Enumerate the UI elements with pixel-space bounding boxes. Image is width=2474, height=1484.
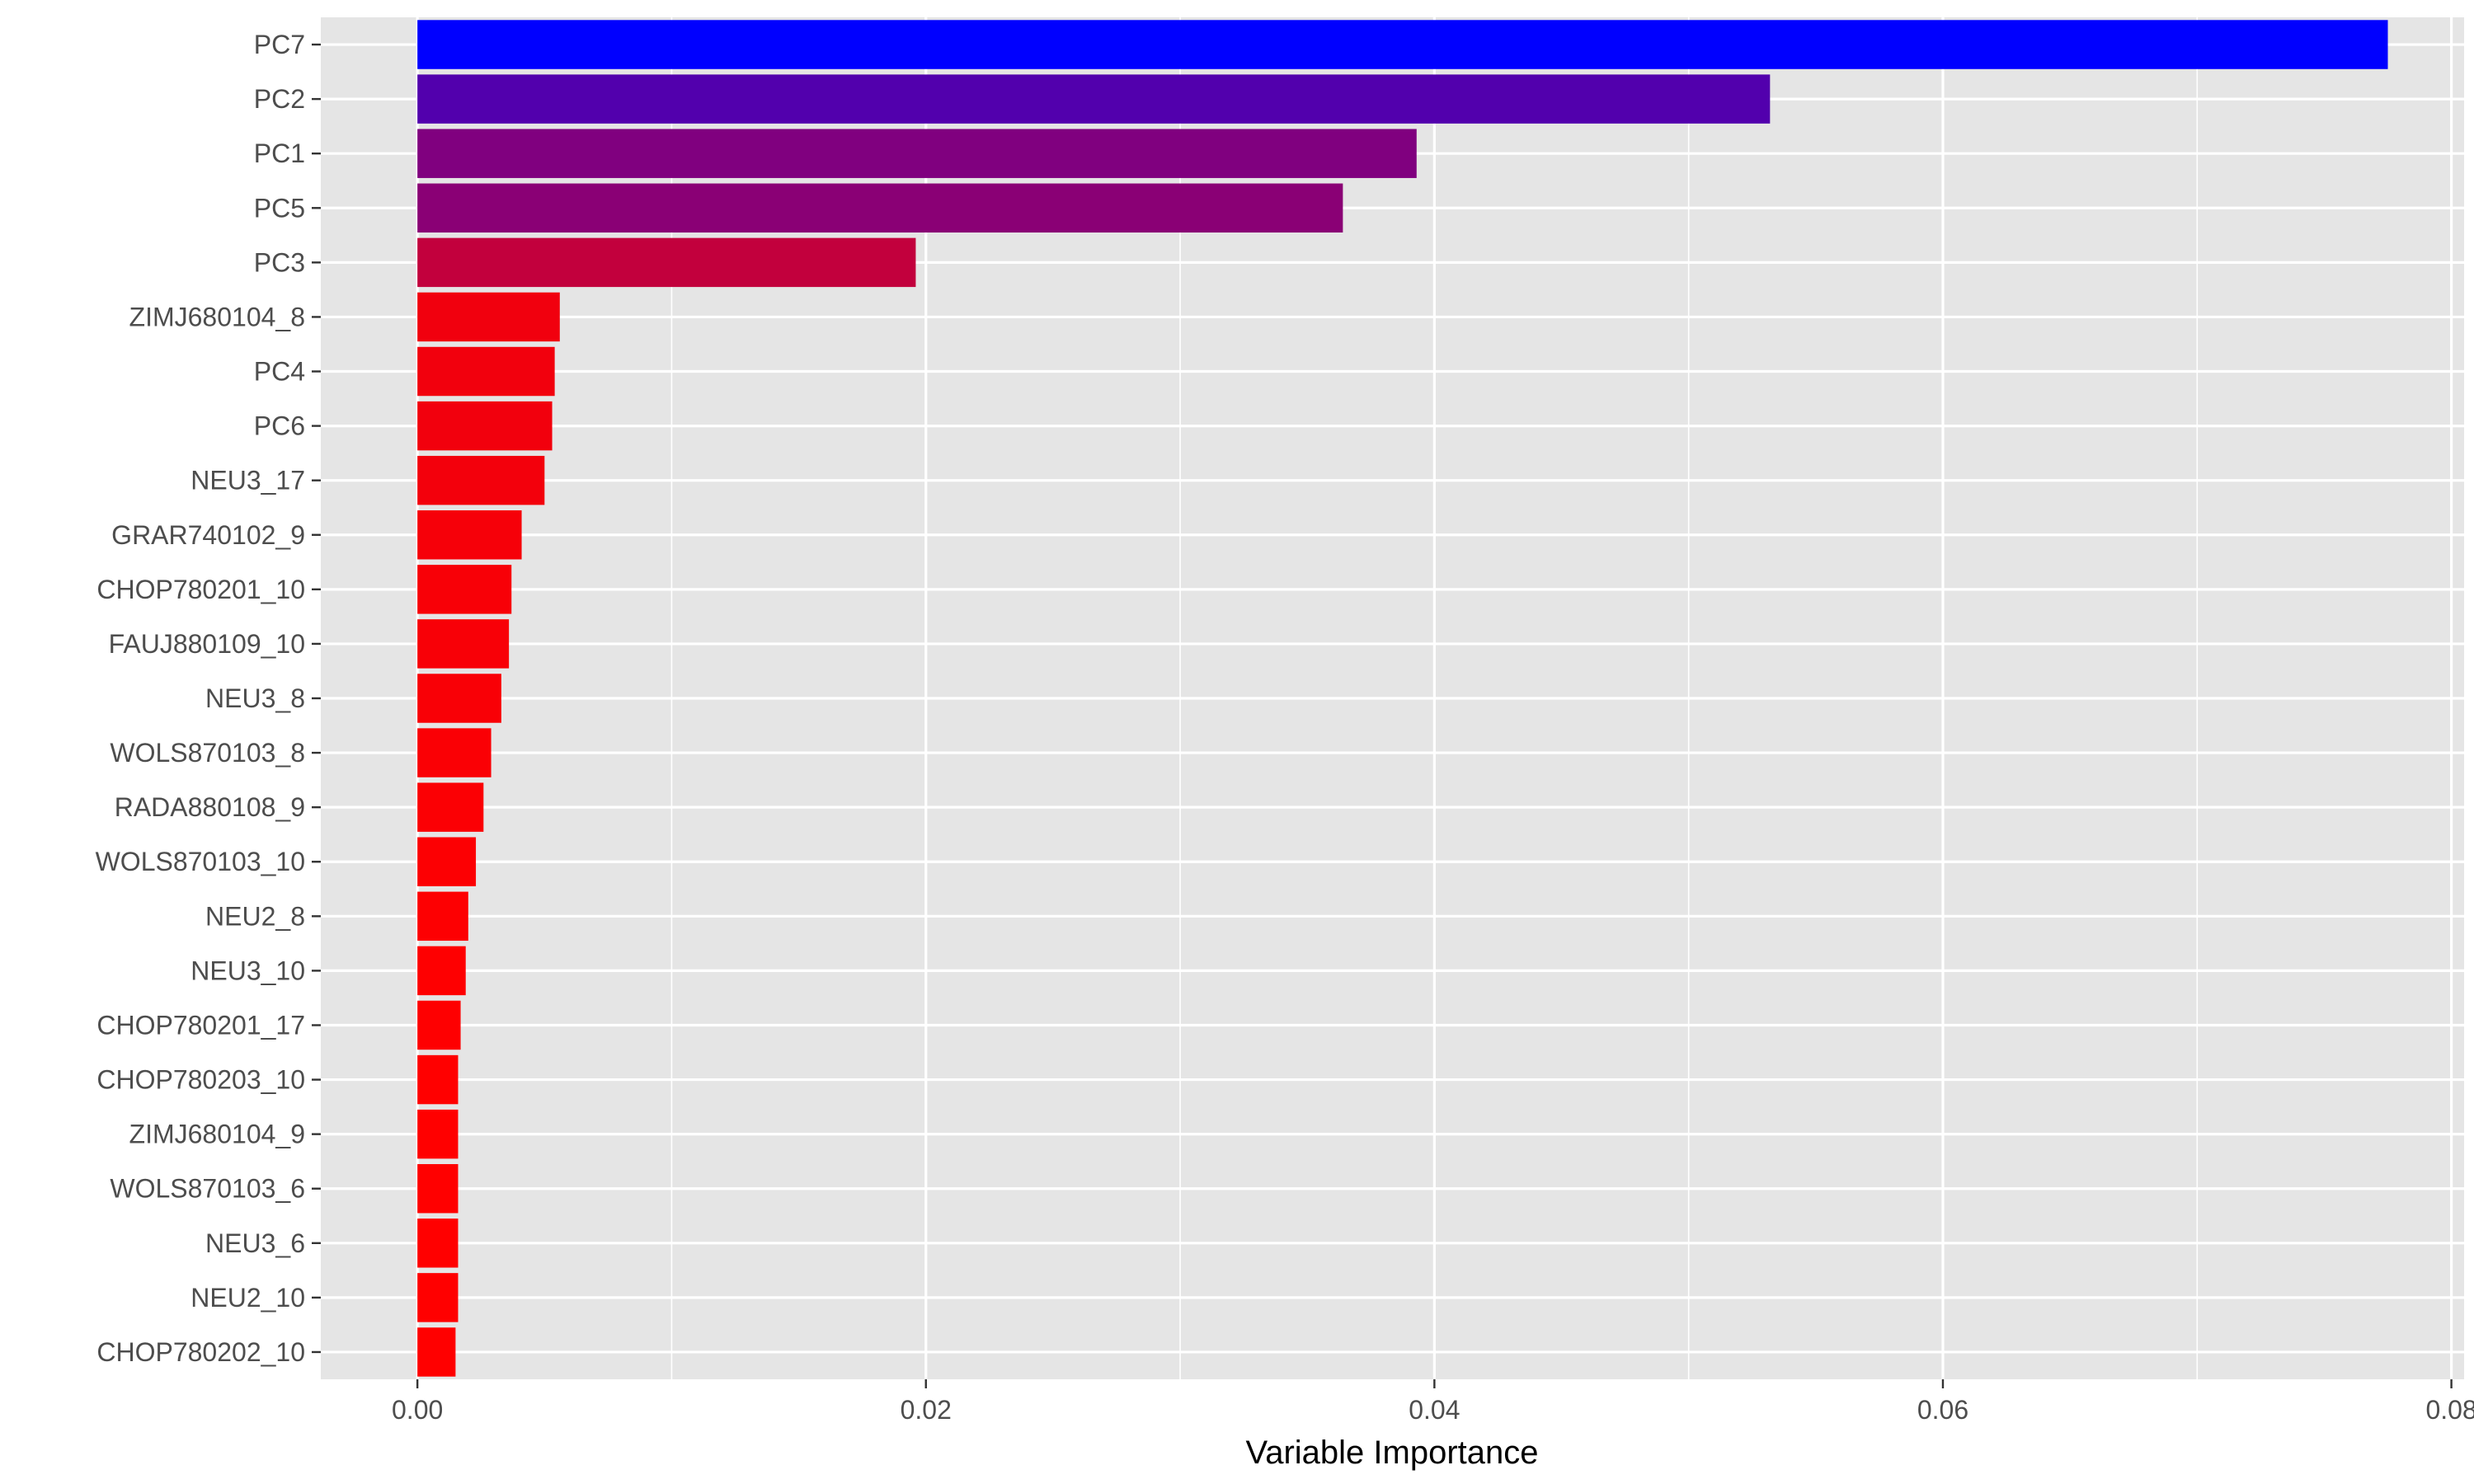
y-tick-label: GRAR740102_9	[111, 520, 305, 550]
y-axis: PC7 PC2 PC1 PC5 PC3 ZIMJ680104_8 PC4 PC6 NEU3_17…	[96, 30, 321, 1367]
bar-RADA880108_9	[417, 782, 484, 832]
bar-PC5	[417, 183, 1343, 233]
y-tick-label: NEU2_8	[205, 901, 305, 931]
bar-PC2	[417, 74, 1771, 124]
bar-WOLS870103_8	[417, 728, 492, 777]
y-tick-label: PC1	[254, 139, 305, 168]
y-tick-label: NEU3_6	[205, 1228, 305, 1258]
bar-PC1	[417, 129, 1417, 178]
bar-PC7	[417, 20, 2388, 69]
bars	[417, 20, 2388, 1377]
bar-WOLS870103_10	[417, 837, 477, 886]
y-tick-label: WOLS870103_6	[110, 1174, 305, 1204]
x-tick-label: 0.08	[2425, 1395, 2474, 1425]
bar-NEU3_6	[417, 1219, 459, 1268]
bar-NEU3_10	[417, 946, 466, 996]
x-tick-label: 0.06	[1917, 1395, 1968, 1425]
bar-GRAR740102_9	[417, 510, 522, 560]
y-tick-label: CHOP780202_10	[96, 1337, 305, 1367]
y-tick-label: RADA880108_9	[115, 792, 305, 822]
bar-CHOP780202_10	[417, 1327, 456, 1377]
bar-FAUJ880109_10	[417, 619, 510, 669]
y-tick-label: PC5	[254, 193, 305, 223]
bar-CHOP780201_17	[417, 1000, 461, 1050]
y-tick-label: PC4	[254, 357, 305, 387]
y-tick-label: ZIMJ680104_8	[129, 302, 305, 331]
bar-CHOP780203_10	[417, 1054, 459, 1105]
bar-CHOP780201_10	[417, 565, 512, 614]
bar-ZIMJ680104_9	[417, 1109, 459, 1159]
y-tick-label: FAUJ880109_10	[109, 629, 305, 659]
y-tick-label: PC7	[254, 30, 305, 59]
y-tick-label: WOLS870103_10	[96, 847, 305, 876]
bar-PC3	[417, 237, 916, 288]
x-tick-label: 0.00	[392, 1395, 443, 1425]
y-tick-label: ZIMJ680104_9	[129, 1120, 305, 1149]
y-tick-label: WOLS870103_8	[110, 738, 305, 768]
y-tick-label: PC6	[254, 411, 305, 441]
y-tick-label: CHOP780201_10	[96, 575, 305, 604]
bar-ZIMJ680104_8	[417, 292, 560, 342]
y-tick-label: NEU3_17	[190, 466, 305, 495]
bar-WOLS870103_6	[417, 1163, 459, 1214]
y-tick-label: CHOP780203_10	[96, 1065, 305, 1095]
x-axis-title: Variable Importance	[1246, 1435, 1539, 1471]
y-tick-label: PC2	[254, 84, 305, 114]
y-tick-label: CHOP780201_17	[96, 1010, 305, 1040]
bar-NEU2_10	[417, 1273, 459, 1322]
bar-NEU3_8	[417, 674, 501, 723]
y-tick-label: NEU3_10	[190, 956, 305, 985]
y-tick-label: NEU3_8	[205, 683, 305, 713]
y-tick-label: NEU2_10	[190, 1283, 305, 1313]
x-tick-label: 0.04	[1409, 1395, 1460, 1425]
bar-PC6	[417, 401, 553, 451]
x-tick-label: 0.02	[901, 1395, 952, 1425]
bar-NEU3_17	[417, 455, 545, 505]
bar-PC4	[417, 346, 555, 397]
x-axis: 0.00 0.02 0.04 0.06 0.08	[392, 1379, 2474, 1425]
y-tick-label: PC3	[254, 247, 305, 277]
bar-NEU2_8	[417, 891, 468, 942]
